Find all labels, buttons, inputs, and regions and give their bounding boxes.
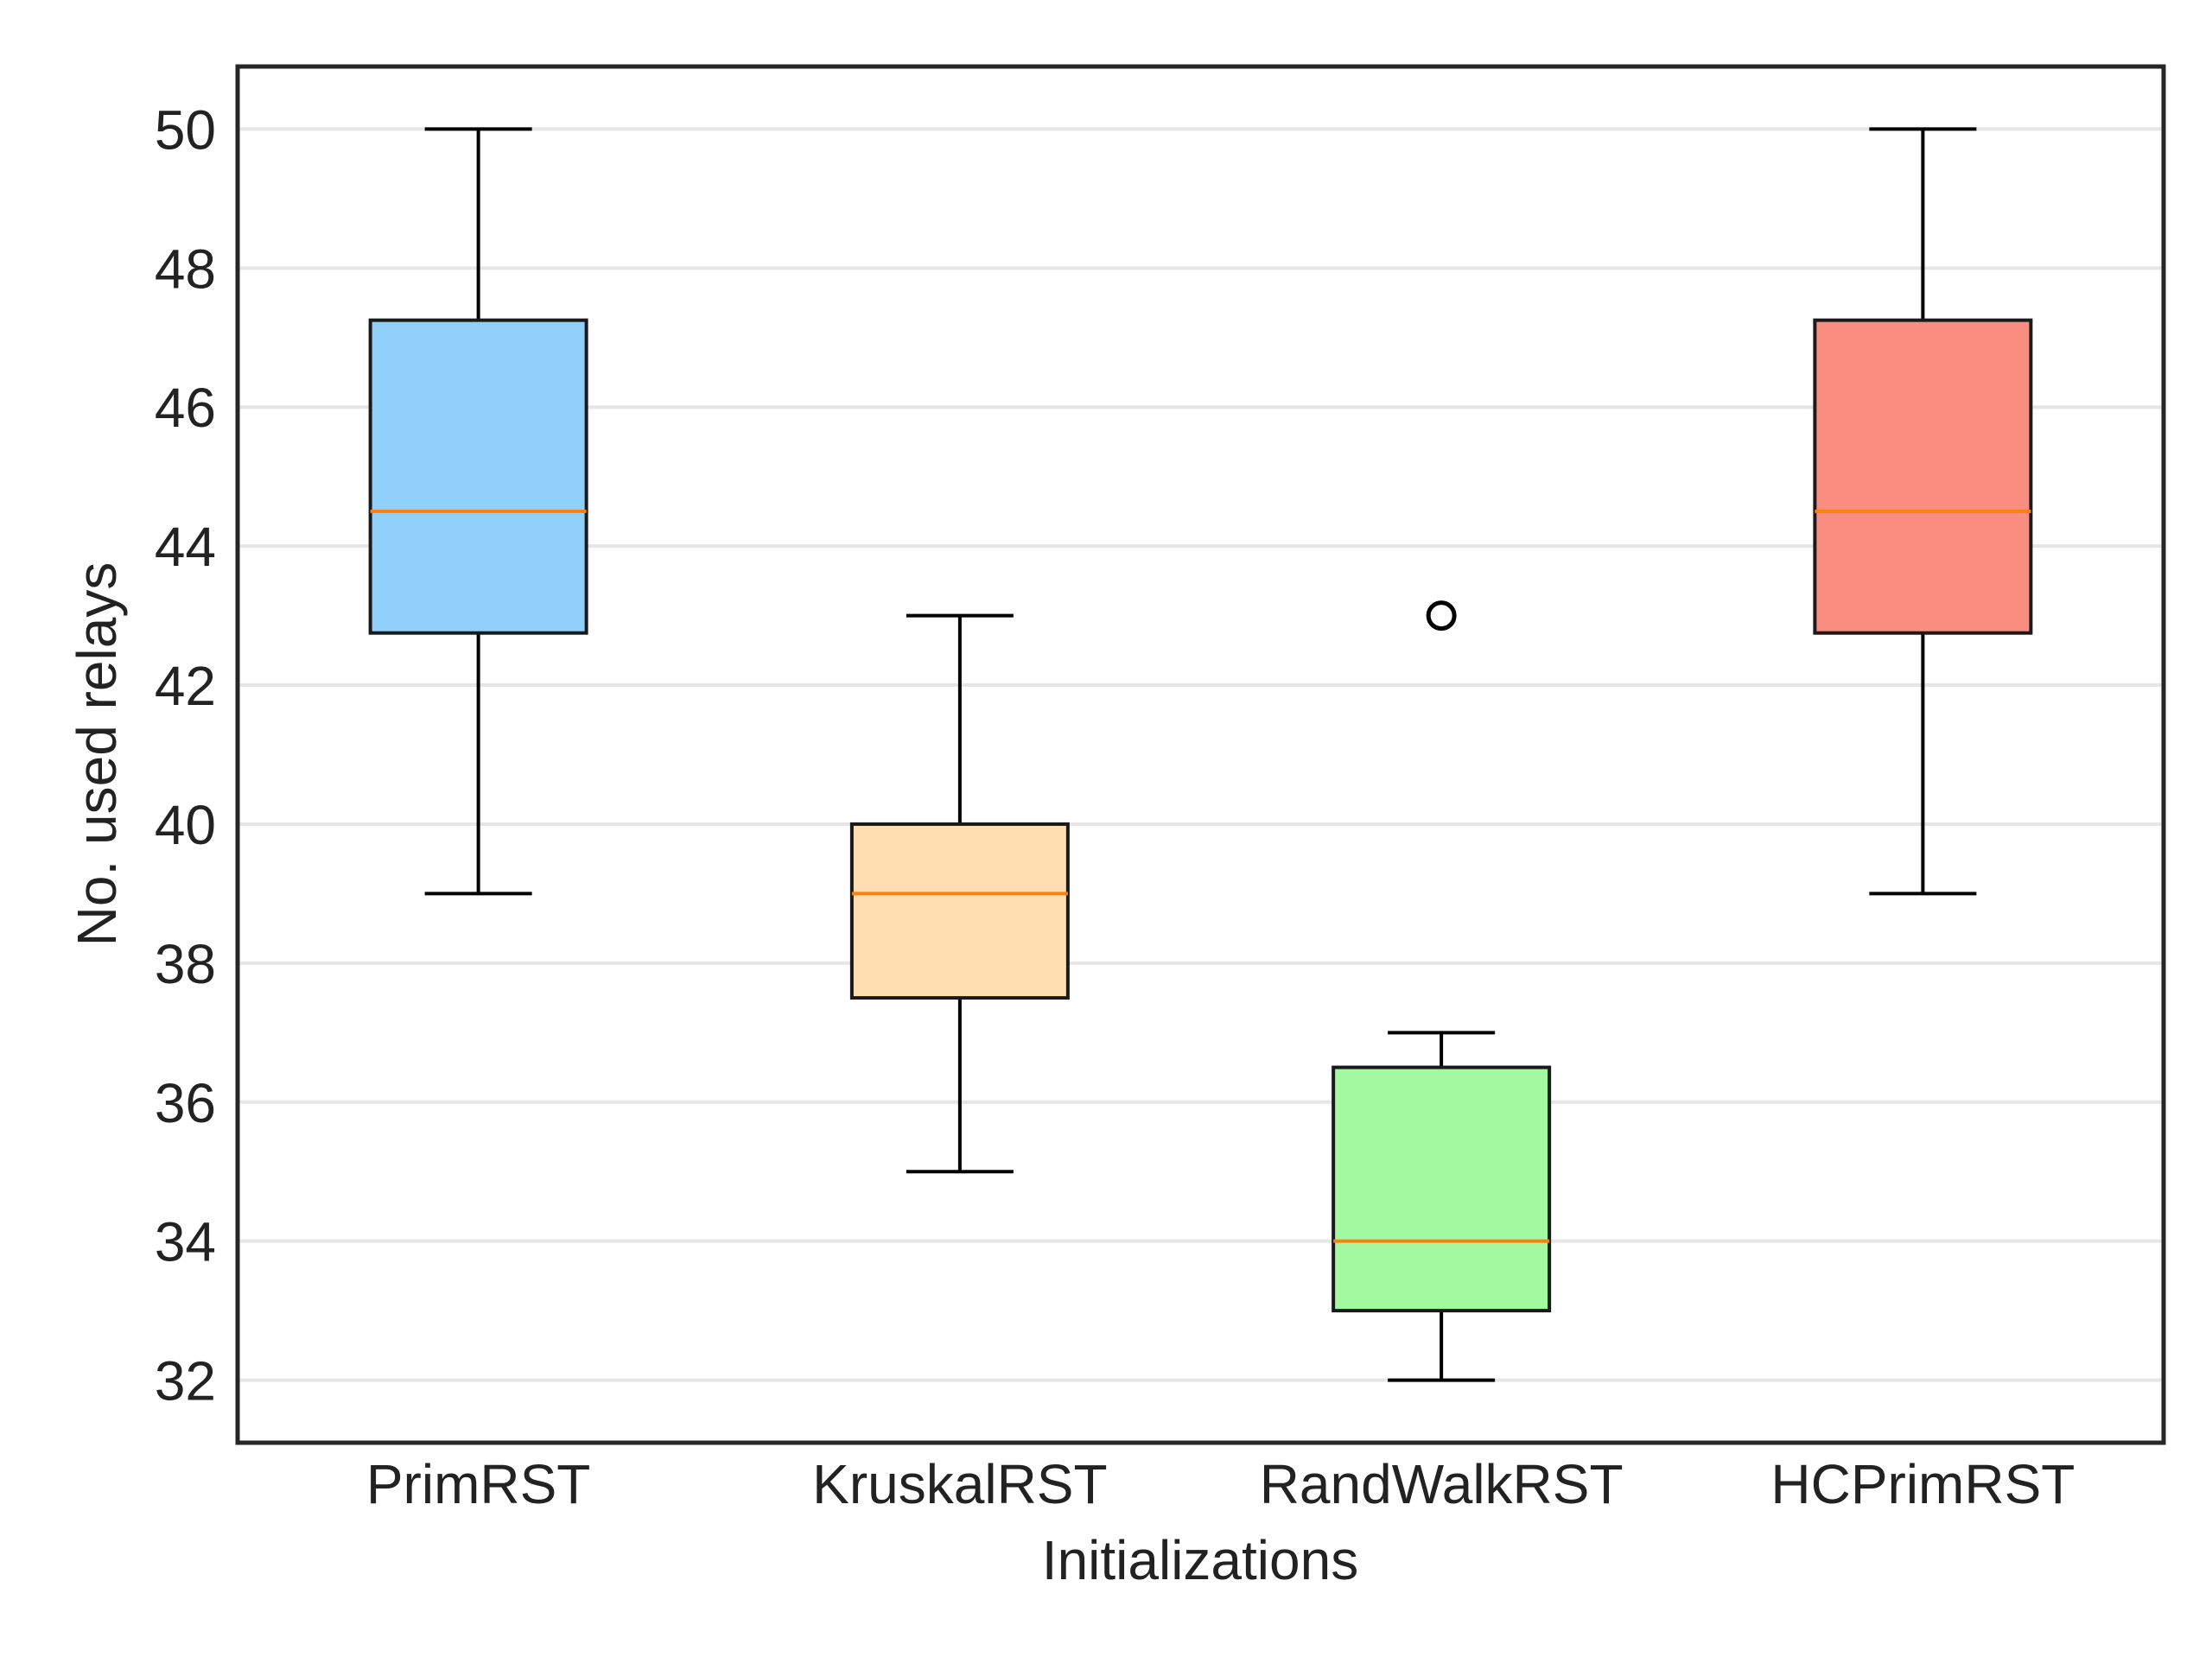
iqr-box — [1813, 318, 2033, 635]
x-tick-label: RandWalkRST — [1260, 1453, 1624, 1515]
iqr-box — [849, 822, 1070, 1000]
x-tick-label: KruskalRST — [812, 1453, 1107, 1515]
y-tick-label: 36 — [155, 1072, 216, 1134]
y-tick-label: 34 — [155, 1211, 216, 1273]
y-axis-label: No. used relays — [66, 562, 128, 947]
y-tick-label: 46 — [155, 377, 216, 439]
y-tick-label: 42 — [155, 655, 216, 717]
outlier-point — [1426, 600, 1457, 632]
y-tick-label: 44 — [155, 516, 216, 578]
box-group — [1813, 127, 2033, 896]
boxes — [368, 127, 2033, 1382]
box-group — [368, 127, 588, 896]
y-tick-label: 32 — [155, 1350, 216, 1412]
box-group — [849, 613, 1070, 1174]
y-tick-label: 40 — [155, 794, 216, 856]
y-tick-label: 50 — [155, 98, 216, 161]
x-axis-label: Initializations — [1042, 1529, 1358, 1591]
y-tick-label: 38 — [155, 933, 216, 995]
y-tick-labels: 32 34 36 38 40 42 44 46 48 50 — [155, 98, 216, 1412]
iqr-box — [1332, 1065, 1552, 1313]
x-tick-label: PrimRST — [366, 1453, 591, 1515]
y-tick-label: 48 — [155, 238, 216, 300]
plot-frame — [235, 64, 2166, 1445]
x-tick-labels: PrimRST KruskalRST RandWalkRST HCPrimRST — [366, 1453, 2075, 1515]
x-tick-label: HCPrimRST — [1770, 1453, 2075, 1515]
grid-lines — [238, 127, 2164, 1382]
box-group — [1332, 600, 1552, 1382]
iqr-box — [368, 318, 588, 635]
